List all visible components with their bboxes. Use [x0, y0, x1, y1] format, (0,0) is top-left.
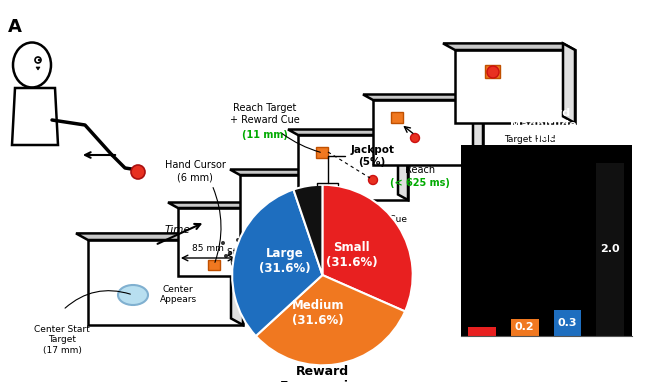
Polygon shape: [76, 233, 243, 240]
Text: Medium
(31.6%): Medium (31.6%): [291, 299, 344, 327]
Polygon shape: [338, 170, 348, 240]
Bar: [468, 327, 496, 336]
Text: Jackpot
(5%): Jackpot (5%): [317, 145, 394, 185]
Text: 0.3: 0.3: [558, 318, 577, 328]
Polygon shape: [288, 129, 408, 135]
Circle shape: [221, 241, 225, 245]
Polygon shape: [298, 135, 408, 200]
Polygon shape: [373, 100, 483, 165]
Bar: [553, 310, 582, 336]
Text: Small
(31.6%): Small (31.6%): [326, 241, 377, 269]
Polygon shape: [88, 240, 243, 325]
Text: Center
Appears: Center Appears: [159, 285, 197, 304]
Polygon shape: [485, 65, 500, 78]
Circle shape: [228, 251, 232, 255]
Text: Target Hold
(400 ms): Target Hold (400 ms): [504, 135, 556, 154]
Circle shape: [224, 254, 228, 258]
Polygon shape: [443, 44, 575, 50]
Polygon shape: [231, 233, 243, 325]
Circle shape: [411, 133, 420, 142]
Polygon shape: [283, 202, 293, 276]
Circle shape: [231, 258, 235, 262]
Wedge shape: [322, 185, 413, 311]
Title: Reward
Magnitudes
(mL): Reward Magnitudes (mL): [509, 108, 583, 142]
Text: 2.0: 2.0: [601, 244, 620, 254]
Title: Reward
Frequencies: Reward Frequencies: [280, 365, 365, 382]
Text: 85 mm: 85 mm: [192, 244, 224, 253]
Circle shape: [290, 210, 300, 220]
Wedge shape: [293, 185, 322, 275]
Text: A: A: [8, 18, 22, 36]
Text: Time: Time: [165, 225, 191, 235]
Text: Start Hold
(250 ms): Start Hold (250 ms): [227, 248, 273, 267]
Circle shape: [131, 165, 145, 179]
Text: (11 mm): (11 mm): [242, 130, 288, 140]
Polygon shape: [240, 175, 348, 240]
Polygon shape: [168, 202, 293, 208]
Circle shape: [487, 66, 499, 78]
Text: Center Start
Target
(17 mm): Center Start Target (17 mm): [34, 325, 90, 355]
Polygon shape: [563, 44, 575, 123]
Wedge shape: [256, 275, 405, 365]
Polygon shape: [208, 260, 220, 270]
Bar: [511, 319, 539, 336]
Circle shape: [248, 241, 252, 245]
Text: Reach Target
+ Reward Cue: Reach Target + Reward Cue: [230, 104, 300, 125]
Polygon shape: [363, 94, 483, 100]
Polygon shape: [398, 129, 408, 200]
Circle shape: [246, 249, 250, 253]
Polygon shape: [316, 147, 328, 158]
Circle shape: [241, 231, 245, 235]
Polygon shape: [391, 112, 403, 123]
Bar: [596, 162, 624, 336]
Text: Reach: Reach: [405, 165, 435, 175]
Text: Large
(31.6%): Large (31.6%): [259, 248, 311, 275]
Polygon shape: [36, 67, 40, 70]
Text: Go Cue: Go Cue: [374, 215, 407, 224]
Text: 0.2: 0.2: [515, 322, 534, 332]
Polygon shape: [178, 208, 293, 276]
Ellipse shape: [118, 285, 148, 305]
Circle shape: [236, 238, 240, 242]
Circle shape: [368, 175, 378, 185]
Text: Hand Cursor
(6 mm): Hand Cursor (6 mm): [164, 160, 226, 182]
Text: 0.1: 0.1: [472, 315, 492, 325]
Text: (< 625 ms): (< 625 ms): [390, 178, 450, 188]
Circle shape: [38, 59, 40, 61]
Polygon shape: [455, 50, 575, 123]
Polygon shape: [473, 94, 483, 165]
Polygon shape: [230, 170, 348, 175]
Text: Delay
(250-550ms): Delay (250-550ms): [306, 215, 364, 235]
Wedge shape: [232, 189, 322, 336]
